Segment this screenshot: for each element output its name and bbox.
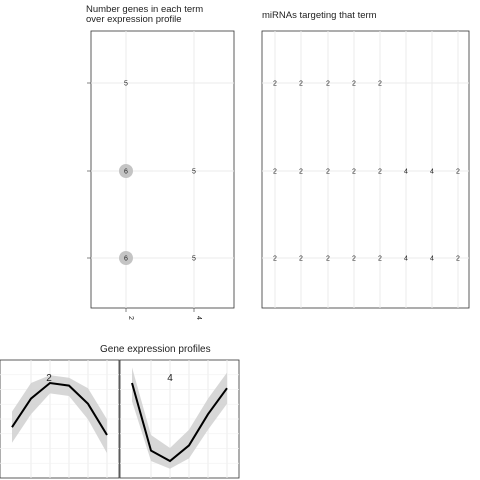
mirna-cell-label: 2 <box>378 169 382 176</box>
genes-point-label: 5 <box>192 256 196 263</box>
genes-point-label: 5 <box>124 81 128 88</box>
profile-label: 4 <box>167 373 173 384</box>
mirna-cell-label: 2 <box>326 256 330 263</box>
mirna-cell-label: 4 <box>430 256 434 263</box>
mirna-cell-label: 4 <box>404 169 408 176</box>
genes-panel-frame <box>90 30 235 309</box>
mirna-cell-label: 2 <box>273 256 277 263</box>
genes-point-label: 6 <box>124 256 128 263</box>
mirna-cell-label: 2 <box>273 81 277 88</box>
profiles-panel-title: Gene expression profiles <box>100 344 211 355</box>
mirna-cell-label: 2 <box>299 81 303 88</box>
mirna-cell-label: 2 <box>456 256 460 263</box>
mirna-cell-label: 2 <box>299 169 303 176</box>
mirna-cell-label: 2 <box>352 169 356 176</box>
profile-line <box>131 382 228 463</box>
genes-point-circle <box>119 251 133 265</box>
mirna-cell-label: 2 <box>456 169 460 176</box>
mirna-cell-label: 2 <box>326 81 330 88</box>
genes-panel-marks: 5 6 5 6 5 <box>119 81 196 265</box>
genes-panel: Number genes in each term over expressio… <box>86 4 235 320</box>
mirnas-panel-marks: 2 2 2 2 2 2 2 2 2 2 4 4 2 2 2 2 2 2 4 4 2 <box>273 81 460 263</box>
profile-ribbon <box>132 367 227 469</box>
mirna-cell-label: 4 <box>404 256 408 263</box>
mirna-cell-label: 2 <box>299 256 303 263</box>
genes-point-label: 6 <box>124 169 128 176</box>
mirna-cell-label: 2 <box>352 81 356 88</box>
mirnas-panel: miRNAs targeting that term 2 2 2 2 22 2 2 2 2 4 4 2… <box>261 10 470 309</box>
profile-line <box>11 381 108 436</box>
mirna-cell-label: 2 <box>326 169 330 176</box>
mirna-cell-label: 2 <box>352 256 356 263</box>
genes-x-tick-label: 2 <box>127 316 134 320</box>
mirna-cell-label: 4 <box>430 169 434 176</box>
genes-point-label: 5 <box>192 169 196 176</box>
mirna-cell-label: 2 <box>273 169 277 176</box>
genes-panel-grid <box>87 31 234 308</box>
mirna-cell-label: 2 <box>378 81 382 88</box>
profile-ribbon <box>12 375 107 454</box>
mirnas-panel-title: miRNAs targeting that term <box>262 10 377 21</box>
genes-point-circle <box>119 164 133 178</box>
mirnas-panel-grid <box>262 31 469 308</box>
genes-x-tick-label: 4 <box>195 316 202 320</box>
mirna-cell-label: 2 <box>378 256 382 263</box>
mirnas-panel-frame <box>261 30 470 309</box>
profile-label: 2 <box>46 373 52 384</box>
genes-panel-title: Number genes in each term over expressio… <box>86 4 206 25</box>
